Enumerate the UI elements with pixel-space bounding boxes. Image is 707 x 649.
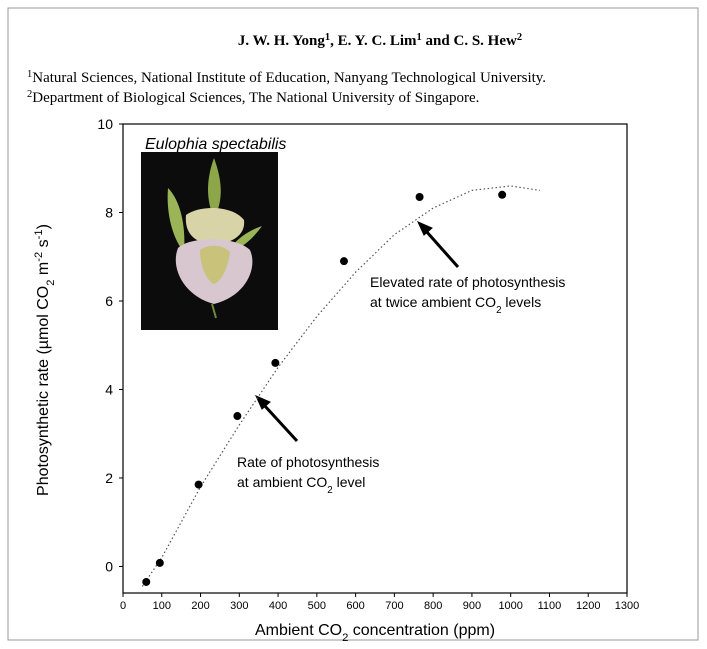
text-part: s [35,239,52,251]
text-part: ) [35,224,52,229]
author-mark: 2 [517,32,522,43]
x-tick-label: 1100 [538,600,562,612]
author-mark: 1 [325,32,330,43]
text-part: m [35,262,52,280]
affiliation: 1Natural Sciences, National Institute of… [27,69,546,87]
data-point [142,577,151,586]
x-tick-label: 1000 [498,600,522,612]
x-tick-label: 900 [463,600,481,612]
x-tick-label: 0 [120,600,126,612]
text-part: at ambient CO [237,474,327,490]
y-tick-label: 8 [105,204,113,220]
x-tick-label: 200 [191,600,209,612]
x-tick-label: 800 [424,600,442,612]
inset-title: Eulophia spectabilis [145,136,286,153]
text-part: concentration (ppm) [348,622,495,639]
text-part: 2 [342,632,348,644]
x-tick-label: 1300 [615,600,639,612]
y-tick-label: 10 [97,116,113,132]
y-tick-label: 6 [105,293,113,309]
data-point [339,257,348,266]
data-point [498,190,507,199]
text-part: -2 [33,252,45,262]
text-part: Rate of photosynthesis [237,454,379,470]
affiliation-mark: 2 [27,89,32,100]
arrows [255,221,460,443]
author-name: , E. Y. C. Lim [330,33,417,49]
data-point [415,193,424,202]
affiliation-text: Natural Sciences, National Institute of … [32,70,546,86]
y-tick-label: 0 [105,558,113,574]
affiliation-mark: 1 [27,69,32,80]
x-tick-label: 100 [153,600,171,612]
author-name: and C. S. Hew [422,33,517,49]
author-mark: 1 [417,32,422,43]
plot-frame [122,123,628,594]
text-part: level [333,474,366,490]
text-part: Ambient CO [255,622,342,639]
annotation: Rate of photosynthesis [237,454,379,470]
x-tick-label: 700 [385,600,403,612]
text-part: 2 [496,305,501,316]
data-point [233,412,242,421]
x-tick-label: 400 [269,600,287,612]
text-part: at twice ambient CO [370,294,496,310]
data-point [194,480,203,489]
annotation: at twice ambient CO2 levels [370,294,541,316]
text-part: -1 [33,229,45,239]
affiliation-text: Department of Biological Sciences, The N… [32,90,479,106]
annotation: Elevated rate of photosynthesis [370,274,565,290]
x-tick-label: 300 [230,600,248,612]
x-axis-label: Ambient CO2 concentration (ppm) [255,622,495,644]
x-tick-label: 1200 [576,600,600,612]
x-tick-label: 500 [308,600,326,612]
y-tick-label: 2 [105,470,113,486]
y-tick-label: 4 [105,381,113,397]
text-part: Photosynthetic rate (µmol CO [35,286,52,496]
authors: J. W. H. Yong1, E. Y. C. Lim1 and C. S. … [238,32,522,50]
annotation: at ambient CO2 level [237,474,365,496]
text-part: 2 [327,485,332,496]
data-point [271,358,280,367]
affiliation: 2Department of Biological Sciences, The … [27,89,479,107]
x-tick-label: 600 [346,600,364,612]
author-name: J. W. H. Yong [238,33,325,49]
y-axis-label: Photosynthetic rate (µmol CO2 m-2 s-1) [33,224,57,496]
text-part: 2 [45,280,57,286]
data-point [155,558,164,567]
text-part: Elevated rate of photosynthesis [370,274,565,290]
inset-photo [141,152,278,330]
text-part: levels [502,294,542,310]
